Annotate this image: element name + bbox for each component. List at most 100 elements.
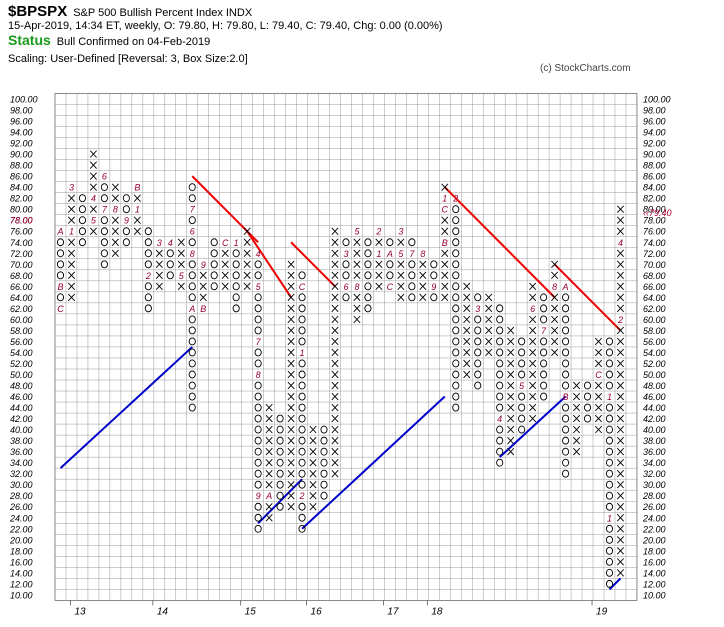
x-box bbox=[616, 492, 624, 500]
o-box bbox=[452, 348, 460, 357]
month-marker: C bbox=[299, 282, 306, 292]
x-box bbox=[111, 238, 119, 246]
o-box bbox=[298, 293, 306, 302]
o-box bbox=[605, 414, 614, 423]
o-box bbox=[518, 425, 526, 434]
o-box bbox=[188, 271, 196, 280]
x-tick-label: 15 bbox=[245, 606, 257, 617]
x-box bbox=[221, 271, 229, 280]
x-box bbox=[89, 183, 97, 191]
month-marker: 7 bbox=[190, 205, 196, 215]
x-box bbox=[331, 348, 339, 357]
month-marker: A bbox=[56, 227, 63, 237]
x-box bbox=[529, 326, 537, 335]
y-tick-label-right: 90.00 bbox=[643, 150, 666, 160]
o-box bbox=[232, 260, 240, 269]
x-box bbox=[529, 392, 537, 401]
y-tick-label-right: 26.00 bbox=[642, 502, 666, 512]
o-box bbox=[540, 381, 548, 390]
o-box bbox=[562, 381, 570, 390]
o-box bbox=[474, 381, 482, 390]
o-box bbox=[452, 205, 460, 214]
y-tick-label-right: 98.00 bbox=[643, 106, 666, 116]
o-box bbox=[496, 337, 504, 346]
o-box bbox=[320, 469, 328, 478]
x-box bbox=[551, 337, 559, 346]
o-box bbox=[605, 370, 614, 379]
o-box bbox=[100, 249, 108, 258]
month-marker: C bbox=[57, 304, 64, 314]
x-box bbox=[616, 293, 624, 302]
o-box bbox=[188, 403, 196, 412]
o-box bbox=[276, 491, 284, 500]
symbol-ticker[interactable]: $BPSPX bbox=[8, 3, 68, 20]
o-box bbox=[188, 282, 196, 291]
o-box bbox=[562, 425, 570, 434]
y-tick-label-left: 56.00 bbox=[10, 337, 33, 347]
o-box bbox=[298, 304, 306, 313]
x-box bbox=[331, 403, 339, 412]
month-marker: 9 bbox=[124, 216, 129, 226]
o-box bbox=[364, 293, 372, 302]
x-box bbox=[331, 271, 339, 280]
x-box bbox=[177, 238, 185, 246]
x-box bbox=[243, 238, 251, 246]
x-box bbox=[67, 271, 75, 280]
o-box bbox=[144, 238, 152, 247]
o-box bbox=[232, 249, 240, 258]
x-box bbox=[111, 249, 119, 257]
y-tick-label-left: 32.00 bbox=[10, 469, 33, 479]
y-tick-label-right: 66.00 bbox=[643, 282, 666, 292]
y-tick-label-left: 36.00 bbox=[10, 447, 33, 457]
o-box bbox=[496, 348, 504, 357]
y-tick-label-right: 16.00 bbox=[643, 557, 666, 567]
month-marker: 9 bbox=[201, 260, 206, 270]
x-box bbox=[221, 260, 229, 269]
x-box bbox=[441, 183, 449, 191]
o-box bbox=[254, 436, 262, 445]
x-box bbox=[155, 249, 163, 257]
y-tick-label-left: 26.00 bbox=[9, 502, 33, 512]
o-box bbox=[100, 194, 108, 203]
o-box bbox=[562, 414, 570, 423]
o-box bbox=[144, 282, 152, 291]
o-box bbox=[298, 326, 306, 335]
y-tick-label-left: 100.00 bbox=[10, 95, 38, 105]
x-box bbox=[287, 271, 295, 280]
o-box bbox=[254, 326, 262, 335]
x-box bbox=[89, 161, 97, 169]
x-box bbox=[111, 227, 119, 235]
x-box bbox=[441, 282, 449, 291]
x-box bbox=[287, 503, 295, 511]
y-tick-label-right: 86.00 bbox=[643, 172, 666, 182]
o-box bbox=[562, 447, 570, 456]
y-tick-label-right: 10.00 bbox=[643, 590, 666, 600]
copyright-text[interactable]: (c) StockCharts.com bbox=[540, 63, 631, 74]
o-box bbox=[605, 348, 614, 357]
resistance-line bbox=[444, 186, 556, 299]
o-box bbox=[386, 260, 394, 269]
month-marker: 2 bbox=[299, 491, 305, 501]
o-box bbox=[540, 304, 548, 313]
y-tick-label-left: 22.00 bbox=[9, 524, 33, 534]
x-box bbox=[529, 315, 537, 324]
x-tick-label: 13 bbox=[74, 606, 86, 617]
x-box bbox=[594, 403, 603, 412]
month-marker: 9 bbox=[256, 491, 261, 501]
x-box bbox=[331, 282, 339, 291]
x-box bbox=[616, 304, 624, 313]
x-box bbox=[287, 403, 295, 412]
month-marker: 6 bbox=[343, 282, 348, 292]
resistance-line bbox=[290, 241, 336, 288]
month-marker: 1 bbox=[234, 238, 239, 248]
o-box bbox=[210, 249, 218, 258]
x-box bbox=[243, 282, 251, 291]
y-tick-label-right: 14.00 bbox=[643, 568, 666, 578]
o-box bbox=[56, 271, 65, 280]
y-tick-label-left: 58.00 bbox=[10, 326, 33, 336]
x-box bbox=[155, 260, 163, 269]
y-tick-label-left: 64.00 bbox=[10, 293, 33, 303]
x-box bbox=[594, 414, 603, 423]
o-box bbox=[562, 293, 570, 302]
